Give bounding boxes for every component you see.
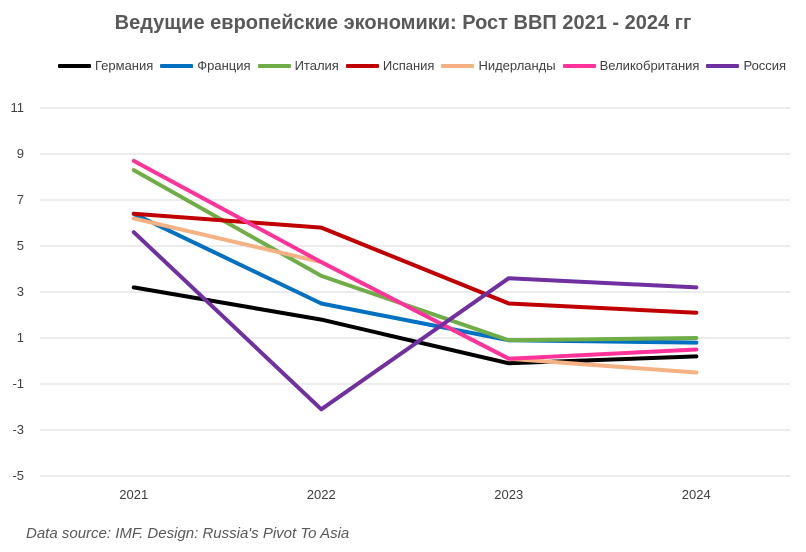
legend-swatch [441, 63, 475, 68]
x-tick-label: 2023 [494, 487, 523, 502]
legend-label: Испания [382, 58, 435, 73]
legend-label: Великобритания [599, 58, 700, 73]
y-tick-label: 9 [17, 146, 24, 161]
legend-label: Франция [197, 58, 251, 73]
y-tick-label: -3 [12, 422, 24, 437]
legend-label: Германия [95, 58, 154, 73]
legend-item: Испания [345, 58, 435, 73]
y-tick-label: 11 [11, 100, 25, 115]
series-line-2 [131, 168, 699, 343]
y-tick-label: 3 [17, 284, 24, 299]
legend-label: Нидерланды [478, 58, 556, 73]
chart-legend: Германия Франция Италия Испания Нидерланды Ве… [58, 58, 793, 73]
x-tick-label: 2022 [307, 487, 336, 502]
y-tick-label: 1 [17, 330, 24, 345]
legend-item: Великобритания [562, 58, 700, 73]
series-line-3 [131, 211, 699, 315]
legend-item: Италия [257, 58, 339, 73]
legend-swatch [257, 63, 291, 68]
y-tick-label: -1 [12, 376, 24, 391]
legend-item: Франция [160, 58, 251, 73]
x-tick-label: 2021 [119, 487, 148, 502]
legend-swatch [562, 63, 596, 68]
legend-swatch [160, 63, 194, 68]
legend-swatch [706, 63, 740, 68]
x-tick-label: 2024 [682, 487, 711, 502]
legend-item: Нидерланды [441, 58, 556, 73]
series-line-5 [131, 158, 699, 361]
y-tick-label: 7 [17, 192, 24, 207]
data-source-note: Data source: IMF. Design: Russia's Pivot… [26, 525, 350, 542]
legend-label: Италия [294, 58, 339, 73]
legend-label: Россия [743, 58, 787, 73]
series-line-1 [131, 211, 699, 345]
legend-swatch [58, 63, 91, 68]
chart-title: Ведущие европейские экономики: Рост ВВП … [114, 12, 692, 34]
y-tick-label: -5 [12, 468, 24, 483]
legend-item: Россия [706, 58, 786, 73]
series-line-4 [131, 216, 699, 375]
legend-item: Германия [58, 58, 153, 73]
legend-swatch [345, 63, 379, 68]
series-line-6 [131, 230, 699, 412]
y-tick-label: 5 [17, 238, 24, 253]
